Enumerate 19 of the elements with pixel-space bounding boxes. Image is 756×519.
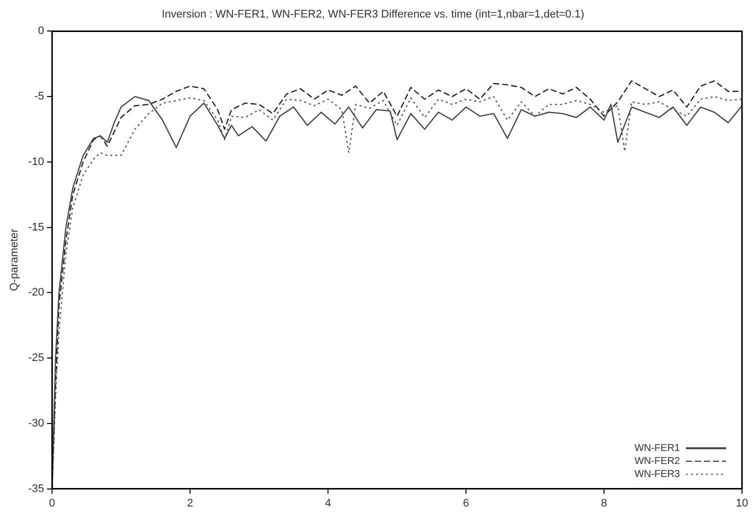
y-tick-label: -5 [34, 90, 44, 103]
chart-title: Inversion : WN-FER1, WN-FER2, WN-FER3 Difference vs. time (int=1,nbar=1,det=0.1) [162, 8, 584, 21]
x-tick-label: 0 [49, 497, 56, 510]
y-axis-title: Q-parameter [8, 228, 21, 292]
x-tick-label: 2 [187, 497, 194, 510]
x-tick-label: 8 [600, 497, 608, 510]
x-tick-label: 4 [324, 497, 332, 510]
y-tick-label: -25 [28, 352, 44, 364]
y-tick-label: 0 [38, 25, 44, 38]
y-tick-label: -15 [28, 221, 44, 234]
x-tick-label: 10 [736, 497, 748, 510]
y-tick-label: -30 [28, 417, 44, 430]
x-tick-label: 6 [462, 497, 470, 510]
legend-label: WN-FER1 [634, 443, 680, 454]
y-tick-label: -35 [28, 482, 44, 495]
y-tick-label: -20 [28, 286, 44, 299]
legend-label: WN-FER2 [634, 456, 680, 468]
y-tick-label: -10 [28, 156, 44, 168]
legend-label: WN-FER3 [634, 469, 680, 480]
